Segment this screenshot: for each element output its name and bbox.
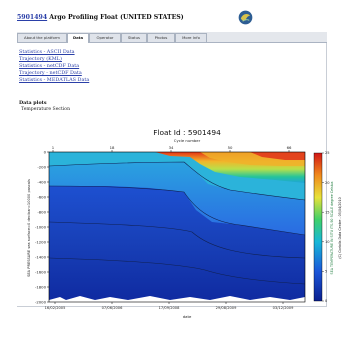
y-tick-label: -2000 bbox=[35, 299, 47, 304]
section-subheading: Temperature Section bbox=[21, 107, 71, 112]
y-tick-label: -1200 bbox=[35, 239, 47, 244]
hottest-surface-core bbox=[250, 152, 305, 160]
link-trajectory-kml[interactable]: Trajectory (KML) bbox=[19, 55, 62, 62]
colorbar-axis: 0 5 10 15 20 25 bbox=[322, 151, 330, 303]
tab-label: Operator bbox=[96, 35, 114, 40]
isotherm-1 bbox=[48, 161, 306, 201]
argo-globe-logo-icon bbox=[238, 10, 253, 25]
content-frame-right-border bbox=[326, 32, 327, 307]
y-tick-label: -600 bbox=[37, 194, 46, 199]
tab-status[interactable]: Status bbox=[121, 33, 147, 42]
page-header: 5901494 Argo Profiling Float (UNITED STA… bbox=[17, 10, 327, 28]
x-axis-label: date bbox=[183, 314, 192, 319]
isotherm-3 bbox=[48, 221, 306, 259]
top-tick-label: 18 bbox=[110, 145, 115, 150]
colorbar-tick-label: 5 bbox=[325, 270, 327, 274]
float-id-link[interactable]: 5901494 bbox=[17, 14, 48, 21]
x-tick-label: 17/09/2008 bbox=[159, 306, 180, 310]
y-tick-label: -400 bbox=[37, 179, 46, 184]
y-tick-label: -200 bbox=[37, 164, 46, 169]
y-axis-label: SEA PRESSURE sea surface=0 decibar=10000… bbox=[27, 179, 31, 277]
y-tick-label: -1800 bbox=[35, 284, 47, 289]
y-tick-label: -800 bbox=[37, 209, 46, 214]
plot-area bbox=[48, 151, 306, 303]
content-frame-bottom-border bbox=[17, 306, 327, 307]
credit-text: (C) Coriolis Data Centre - 05/04/2010 bbox=[338, 197, 342, 258]
x-tick-label: 03/12/2009 bbox=[273, 306, 294, 310]
page-title: 5901494 Argo Profiling Float (UNITED STA… bbox=[17, 14, 184, 21]
isotherm-2 bbox=[48, 185, 306, 236]
tab-about-platform[interactable]: About the platform bbox=[17, 33, 67, 42]
top-axis-label: Cycle number bbox=[174, 138, 201, 143]
tab-photos[interactable]: Photos bbox=[147, 33, 175, 42]
data-links-list: Statistics - ASCII Data Trajectory (KML)… bbox=[19, 49, 89, 84]
link-statistics-ascii[interactable]: Statistics - ASCII Data bbox=[19, 49, 75, 55]
y-tick-label: -1600 bbox=[35, 269, 47, 274]
y-tick-label: -1400 bbox=[35, 254, 47, 259]
colorbar-tick-label: 20 bbox=[325, 181, 330, 185]
data-gap-mask bbox=[49, 296, 305, 302]
y-tick-label: 0 bbox=[44, 149, 47, 154]
x-tick-label: 07/06/2006 bbox=[102, 306, 123, 310]
chart-title: Float Id : 5901494 bbox=[153, 128, 221, 137]
link-trajectory-netcdf[interactable]: Trajectory - netCDF Data bbox=[19, 69, 82, 76]
top-tick-label: 50 bbox=[228, 145, 233, 150]
tab-bar: About the platform Data Operator Status … bbox=[17, 32, 327, 43]
colorbar-tick-label: 10 bbox=[325, 240, 330, 244]
page-title-text: Argo Profiling Float (UNITED STATES) bbox=[47, 14, 184, 21]
link-statistics-netcdf[interactable]: Statistics - netCDF Data bbox=[19, 62, 80, 69]
y-tick-label: -1000 bbox=[35, 224, 47, 229]
tab-label: Data bbox=[72, 35, 84, 40]
x-axis: 16/02/2005 07/06/2006 17/09/2008 29/08/2009… bbox=[45, 302, 294, 310]
x-tick-label: 16/02/2005 bbox=[45, 306, 66, 310]
tab-label: More Info bbox=[182, 35, 200, 40]
tab-label: Status bbox=[127, 35, 141, 40]
colorbar-tick-label: 15 bbox=[325, 210, 330, 214]
tab-label: About the platform bbox=[23, 35, 60, 40]
top-tick-label: 1 bbox=[52, 145, 55, 150]
section-heading: Data plots bbox=[19, 100, 47, 106]
colorbar-label: SEA TEMPERATURE IN SITU ITS-90 SCALE deg… bbox=[330, 181, 334, 274]
y-axis: 0 -200 -400 -600 -800 -1000 -1200 -1400 -1600 -18… bbox=[35, 149, 49, 304]
top-tick-label: 34 bbox=[169, 145, 174, 150]
tab-label: Photos bbox=[154, 35, 168, 40]
tab-operator[interactable]: Operator bbox=[89, 33, 121, 42]
top-axis: 1 18 34 50 66 bbox=[52, 145, 292, 152]
isotherm-4 bbox=[48, 257, 306, 285]
top-tick-label: 66 bbox=[287, 145, 292, 150]
colorbar bbox=[313, 152, 323, 302]
link-statistics-medatlas[interactable]: Statistics - MEDATLAS Data bbox=[19, 76, 90, 83]
x-tick-label: 29/08/2009 bbox=[216, 306, 237, 310]
colorbar-tick-label: 25 bbox=[325, 151, 330, 155]
tab-more-info[interactable]: More Info bbox=[175, 33, 207, 42]
tab-data[interactable]: Data bbox=[67, 33, 89, 43]
colorbar-tick-label: 0 bbox=[325, 299, 328, 303]
